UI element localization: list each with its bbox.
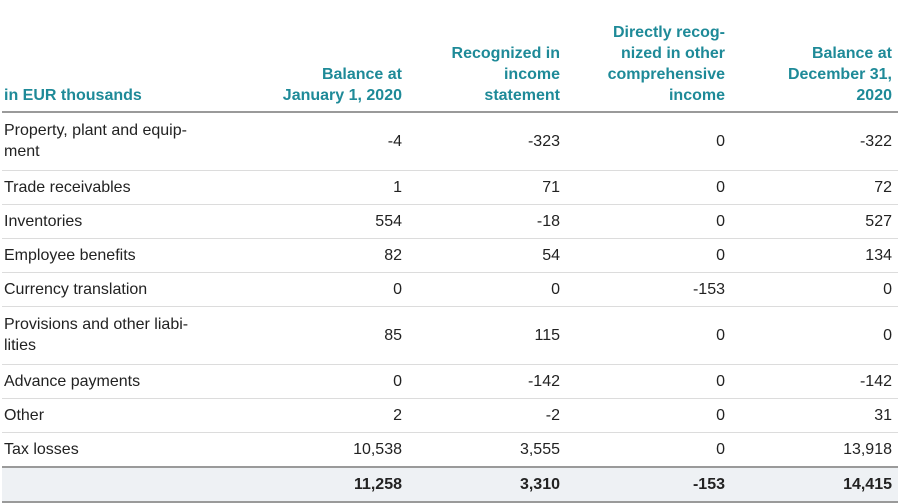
cell-recognized-oci: 0 bbox=[566, 432, 731, 468]
cell-balance-start: 1 bbox=[260, 170, 408, 205]
header-text: Balance at January 1, 2020 bbox=[282, 66, 402, 104]
table-body: Property, plant and equip- ment -4 -323 … bbox=[2, 112, 898, 468]
cell-balance-end: 527 bbox=[731, 204, 898, 239]
cell-recognized-oci: -153 bbox=[566, 272, 731, 307]
header-recognized-oci: Directly recog- nized in other comprehen… bbox=[566, 0, 731, 113]
total-recognized-income: 3,310 bbox=[408, 466, 566, 503]
cell-recognized-oci: 0 bbox=[566, 112, 731, 171]
cell-balance-end: 134 bbox=[731, 238, 898, 273]
table-row: Currency translation 0 0 -153 0 bbox=[2, 272, 898, 307]
cell-balance-end: 0 bbox=[731, 272, 898, 307]
cell-recognized-income: 115 bbox=[408, 306, 566, 365]
total-label bbox=[2, 466, 260, 503]
cell-balance-start: 0 bbox=[260, 272, 408, 307]
table-row: Employee benefits 82 54 0 134 bbox=[2, 238, 898, 273]
table-row: Provisions and other liabi- lities 85 11… bbox=[2, 306, 898, 365]
row-label: Inventories bbox=[2, 204, 260, 239]
cell-balance-start: 2 bbox=[260, 398, 408, 433]
row-label: Advance payments bbox=[2, 364, 260, 399]
header-recognized-income: Recognized in income statement bbox=[408, 0, 566, 113]
row-label: Provisions and other liabi- lities bbox=[2, 306, 260, 365]
cell-recognized-oci: 0 bbox=[566, 238, 731, 273]
row-label: Property, plant and equip- ment bbox=[2, 112, 260, 171]
table-footer: 11,258 3,310 -153 14,415 bbox=[2, 466, 898, 503]
table-row: Property, plant and equip- ment -4 -323 … bbox=[2, 112, 898, 171]
cell-balance-start: 10,538 bbox=[260, 432, 408, 468]
table-row: Trade receivables 1 71 0 72 bbox=[2, 170, 898, 205]
cell-recognized-income: 54 bbox=[408, 238, 566, 273]
cell-balance-end: 31 bbox=[731, 398, 898, 433]
cell-balance-start: 82 bbox=[260, 238, 408, 273]
cell-recognized-oci: 0 bbox=[566, 306, 731, 365]
row-label: Employee benefits bbox=[2, 238, 260, 273]
row-label: Other bbox=[2, 398, 260, 433]
header-balance-end: Balance at December 31, 2020 bbox=[731, 0, 898, 113]
cell-balance-start: 85 bbox=[260, 306, 408, 365]
table-row: Other 2 -2 0 31 bbox=[2, 398, 898, 433]
cell-recognized-oci: 0 bbox=[566, 204, 731, 239]
table-row: Advance payments 0 -142 0 -142 bbox=[2, 364, 898, 399]
row-label: Trade receivables bbox=[2, 170, 260, 205]
cell-recognized-income: -18 bbox=[408, 204, 566, 239]
cell-recognized-income: -2 bbox=[408, 398, 566, 433]
total-balance-start: 11,258 bbox=[260, 466, 408, 503]
header-text: Recognized in income statement bbox=[451, 45, 560, 104]
cell-balance-end: 0 bbox=[731, 306, 898, 365]
header-text: Balance at December 31, 2020 bbox=[787, 45, 892, 104]
cell-balance-start: 554 bbox=[260, 204, 408, 239]
table-row: Tax losses 10,538 3,555 0 13,918 bbox=[2, 432, 898, 468]
cell-balance-start: 0 bbox=[260, 364, 408, 399]
header-balance-start: Balance at January 1, 2020 bbox=[260, 0, 408, 113]
total-row: 11,258 3,310 -153 14,415 bbox=[2, 466, 898, 503]
cell-recognized-oci: 0 bbox=[566, 364, 731, 399]
table-row: Inventories 554 -18 0 527 bbox=[2, 204, 898, 239]
cell-recognized-income: 71 bbox=[408, 170, 566, 205]
cell-recognized-income: 3,555 bbox=[408, 432, 566, 468]
header-unit-label: in EUR thousands bbox=[2, 0, 260, 113]
cell-balance-end: 72 bbox=[731, 170, 898, 205]
header-row: in EUR thousands Balance at January 1, 2… bbox=[2, 0, 898, 113]
header-text: Directly recog- nized in other comprehen… bbox=[607, 24, 725, 104]
cell-balance-end: -142 bbox=[731, 364, 898, 399]
cell-recognized-oci: 0 bbox=[566, 398, 731, 433]
cell-recognized-oci: 0 bbox=[566, 170, 731, 205]
cell-balance-end: -322 bbox=[731, 112, 898, 171]
table-header: in EUR thousands Balance at January 1, 2… bbox=[2, 0, 898, 113]
total-recognized-oci: -153 bbox=[566, 466, 731, 503]
cell-balance-end: 13,918 bbox=[731, 432, 898, 468]
total-balance-end: 14,415 bbox=[731, 466, 898, 503]
row-label: Tax losses bbox=[2, 432, 260, 468]
cell-balance-start: -4 bbox=[260, 112, 408, 171]
cell-recognized-income: -323 bbox=[408, 112, 566, 171]
cell-recognized-income: -142 bbox=[408, 364, 566, 399]
row-label: Currency translation bbox=[2, 272, 260, 307]
cell-recognized-income: 0 bbox=[408, 272, 566, 307]
header-text: in EUR thousands bbox=[4, 87, 142, 104]
